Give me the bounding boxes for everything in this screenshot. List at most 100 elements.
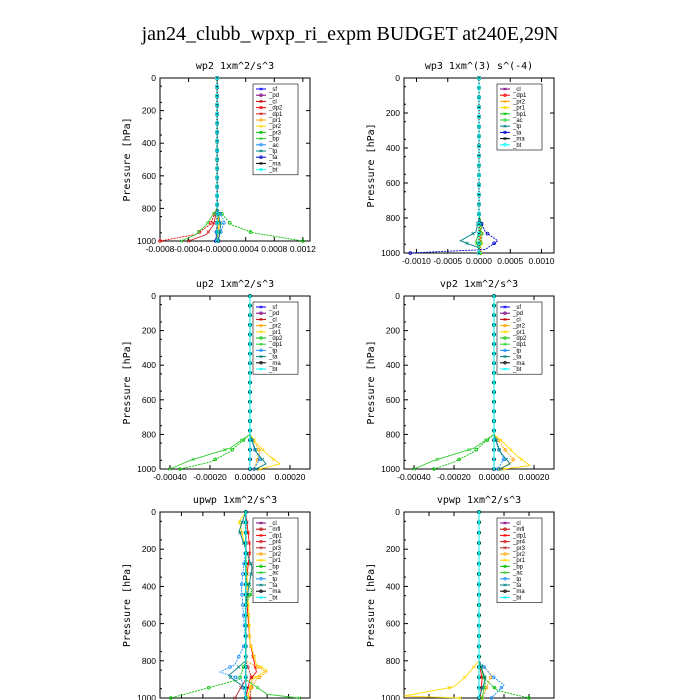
data-point (243, 572, 248, 576)
data-point (408, 251, 413, 255)
panel-title: upwp 1xm^2/s^3 (193, 495, 277, 506)
legend-label: _tp (268, 149, 278, 155)
data-point (215, 103, 219, 107)
legend-marker (259, 317, 263, 321)
x-tick-label: -0.0010 (402, 256, 431, 266)
data-point (248, 467, 252, 471)
legend-marker (259, 564, 263, 569)
data-point (509, 447, 513, 452)
data-point (492, 419, 496, 423)
x-tick-label: -0.0000 (203, 244, 232, 254)
legend-marker (259, 155, 263, 159)
legend: _cl_mfl_dp1_pr4_pr3_pr2_pr1_bp_ac_tp_ta_… (496, 517, 543, 603)
legend-marker (259, 583, 263, 587)
y-tick-label: 1000 (381, 248, 400, 258)
data-point (297, 696, 302, 700)
legend-marker (259, 305, 263, 309)
data-point (477, 241, 481, 246)
y-tick-label: 400 (142, 360, 156, 370)
figure-title: jan24_clubb_wpxp_ri_expm BUDGET at240E,2… (141, 23, 559, 45)
data-point (252, 467, 256, 471)
data-point (471, 231, 475, 236)
data-point (207, 685, 211, 690)
data-point (492, 241, 496, 246)
x-tick-label: -0.00040 (153, 472, 187, 482)
data-point (477, 675, 481, 680)
data-point (477, 520, 481, 525)
data-point (211, 212, 216, 216)
legend-label: _tp (512, 124, 522, 130)
data-point (257, 675, 262, 680)
legend-label: _mfl (268, 527, 280, 533)
data-point (255, 457, 260, 462)
legend-label: _dp1 (268, 342, 283, 348)
x-tick-label: -0.0008 (146, 244, 175, 254)
legend-label: _dp1 (268, 533, 283, 539)
data-point (243, 510, 248, 514)
data-point (527, 696, 531, 700)
legend-label: _ta (268, 155, 278, 161)
data-point (301, 239, 305, 243)
data-point (196, 230, 201, 234)
legend-label: _pr2 (268, 124, 282, 130)
legend-box (252, 83, 299, 176)
data-point (243, 592, 248, 597)
data-point (502, 467, 506, 471)
data-point (477, 144, 481, 148)
data-point (158, 239, 162, 243)
series-line-tp (459, 78, 480, 253)
data-point (233, 696, 237, 700)
x-tick-label: 0.00000 (479, 472, 510, 482)
data-point (215, 221, 219, 225)
data-point (477, 183, 481, 187)
legend-marker (503, 355, 507, 359)
legend-label: _bp (268, 564, 280, 570)
legend-label: _ta (512, 130, 522, 136)
legend: _sf_pd_cl_pr2_pr1_dp2_dp1_tp_ta_ma_bt (496, 301, 543, 375)
legend-marker (503, 552, 507, 556)
legend-marker (259, 130, 263, 135)
data-point (482, 665, 487, 669)
x-tick-label: 0.00000 (235, 472, 266, 482)
y-tick-label: 1000 (137, 693, 156, 700)
legend: _sf_pd_cl_dp2_dp1_pr1_pr2_pr3_bp_ac_tp_t… (252, 83, 299, 176)
data-point (246, 613, 251, 618)
series-line-bp (181, 78, 218, 242)
data-point (248, 419, 252, 423)
data-point (243, 623, 248, 628)
data-point (492, 332, 496, 337)
data-point (248, 361, 252, 366)
y-tick-label: 0 (151, 507, 156, 517)
y-tick-label: 200 (142, 544, 156, 554)
data-point (215, 202, 219, 207)
data-point (465, 241, 469, 246)
series-line-dp2 (433, 296, 495, 470)
data-point (239, 582, 244, 587)
data-point (477, 644, 481, 649)
legend: _cl_dp1_pr2_pr1_bp1_ac_tp_ta_ma_bt (496, 83, 543, 151)
panel-2: wp3 1xm^(3) s^(-4) Pressure [hPa] 0 200 400 6… (366, 61, 555, 266)
legend-label: _tp (268, 577, 278, 583)
data-point (239, 438, 244, 442)
data-point (248, 409, 252, 414)
data-point (241, 644, 246, 649)
y-tick-label: 600 (142, 619, 156, 629)
data-point (243, 541, 248, 545)
data-point (243, 530, 248, 535)
y-axis-label: Pressure [hPa] (366, 123, 377, 207)
data-point (492, 342, 496, 346)
data-point (215, 157, 219, 162)
data-point (477, 530, 481, 535)
data-point (240, 592, 244, 597)
data-point (477, 572, 481, 576)
panel-5: upwp 1xm^2/s^3 Pressure [hPa] 0 200 400 600 80… (122, 495, 311, 700)
panel-title: up2 1xm^2/s^3 (196, 279, 274, 290)
data-point (477, 134, 481, 139)
data-point (519, 457, 524, 462)
legend-label: _pr3 (268, 546, 282, 552)
data-point (462, 675, 467, 680)
data-point (492, 371, 496, 375)
data-point (477, 561, 481, 566)
data-point (498, 438, 503, 442)
legend-label: _ma (512, 361, 525, 367)
